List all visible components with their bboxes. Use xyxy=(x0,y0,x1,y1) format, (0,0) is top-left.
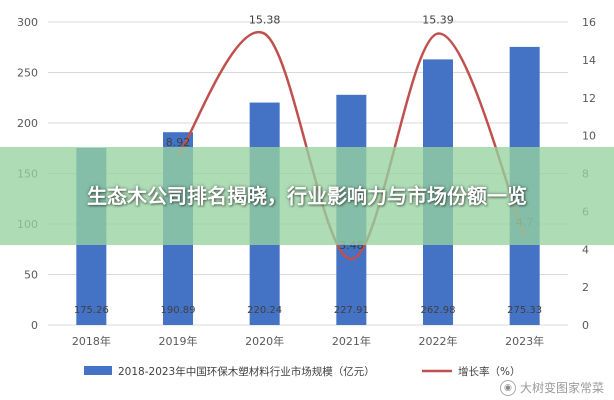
bar-data-label: 227.91 xyxy=(334,305,369,316)
x-tick-label: 2019年 xyxy=(159,334,198,348)
x-tick-label: 2022年 xyxy=(419,334,458,348)
x-tick-label: 2023年 xyxy=(505,334,544,348)
banner-title: 生态木公司排名揭晓，行业影响力与市场份额一览 xyxy=(87,184,527,208)
y-left-tick-label: 0 xyxy=(31,319,38,332)
y-right-tick-label: 4 xyxy=(582,243,589,256)
x-tick-label: 2021年 xyxy=(332,334,371,348)
watermark-logo-icon: ◉ xyxy=(499,379,516,396)
line-data-label: 15.38 xyxy=(249,14,281,27)
y-right-tick-label: 16 xyxy=(582,16,596,29)
y-right-tick-label: 2 xyxy=(582,281,589,294)
y-right-tick-label: 10 xyxy=(582,130,596,143)
y-left-tick-label: 50 xyxy=(24,269,38,282)
x-tick-label: 2018年 xyxy=(72,334,111,348)
y-left-tick-label: 250 xyxy=(17,67,38,80)
growth-rate-line xyxy=(176,30,526,261)
watermark-text: 大树变图家常菜 xyxy=(519,381,604,395)
legend-bar-label: 2018-2023年中国环保木塑材料行业市场规模（亿元） xyxy=(118,365,375,378)
y-right-tick-label: 14 xyxy=(582,54,596,67)
y-left-tick-label: 300 xyxy=(17,16,38,29)
bar-data-label: 220.24 xyxy=(247,305,282,316)
line-data-label: 15.39 xyxy=(422,14,454,27)
bar-data-label: 275.33 xyxy=(507,305,542,316)
y-left-tick-label: 200 xyxy=(17,117,38,130)
bar-data-label: 190.89 xyxy=(161,305,196,316)
bar-data-label: 262.98 xyxy=(421,305,456,316)
title-banner: 生态木公司排名揭晓，行业影响力与市场份额一览 xyxy=(0,147,614,245)
bar-data-label: 175.26 xyxy=(74,305,109,316)
x-tick-label: 2020年 xyxy=(245,334,284,348)
legend-bar-swatch xyxy=(84,366,112,375)
watermark: ◉ 大树变图家常菜 xyxy=(499,379,604,396)
line-data-label: 8.92 xyxy=(166,136,191,149)
legend-line-label: 增长率（%） xyxy=(458,365,520,378)
y-right-tick-label: 0 xyxy=(582,319,589,332)
y-right-tick-label: 12 xyxy=(582,92,596,105)
